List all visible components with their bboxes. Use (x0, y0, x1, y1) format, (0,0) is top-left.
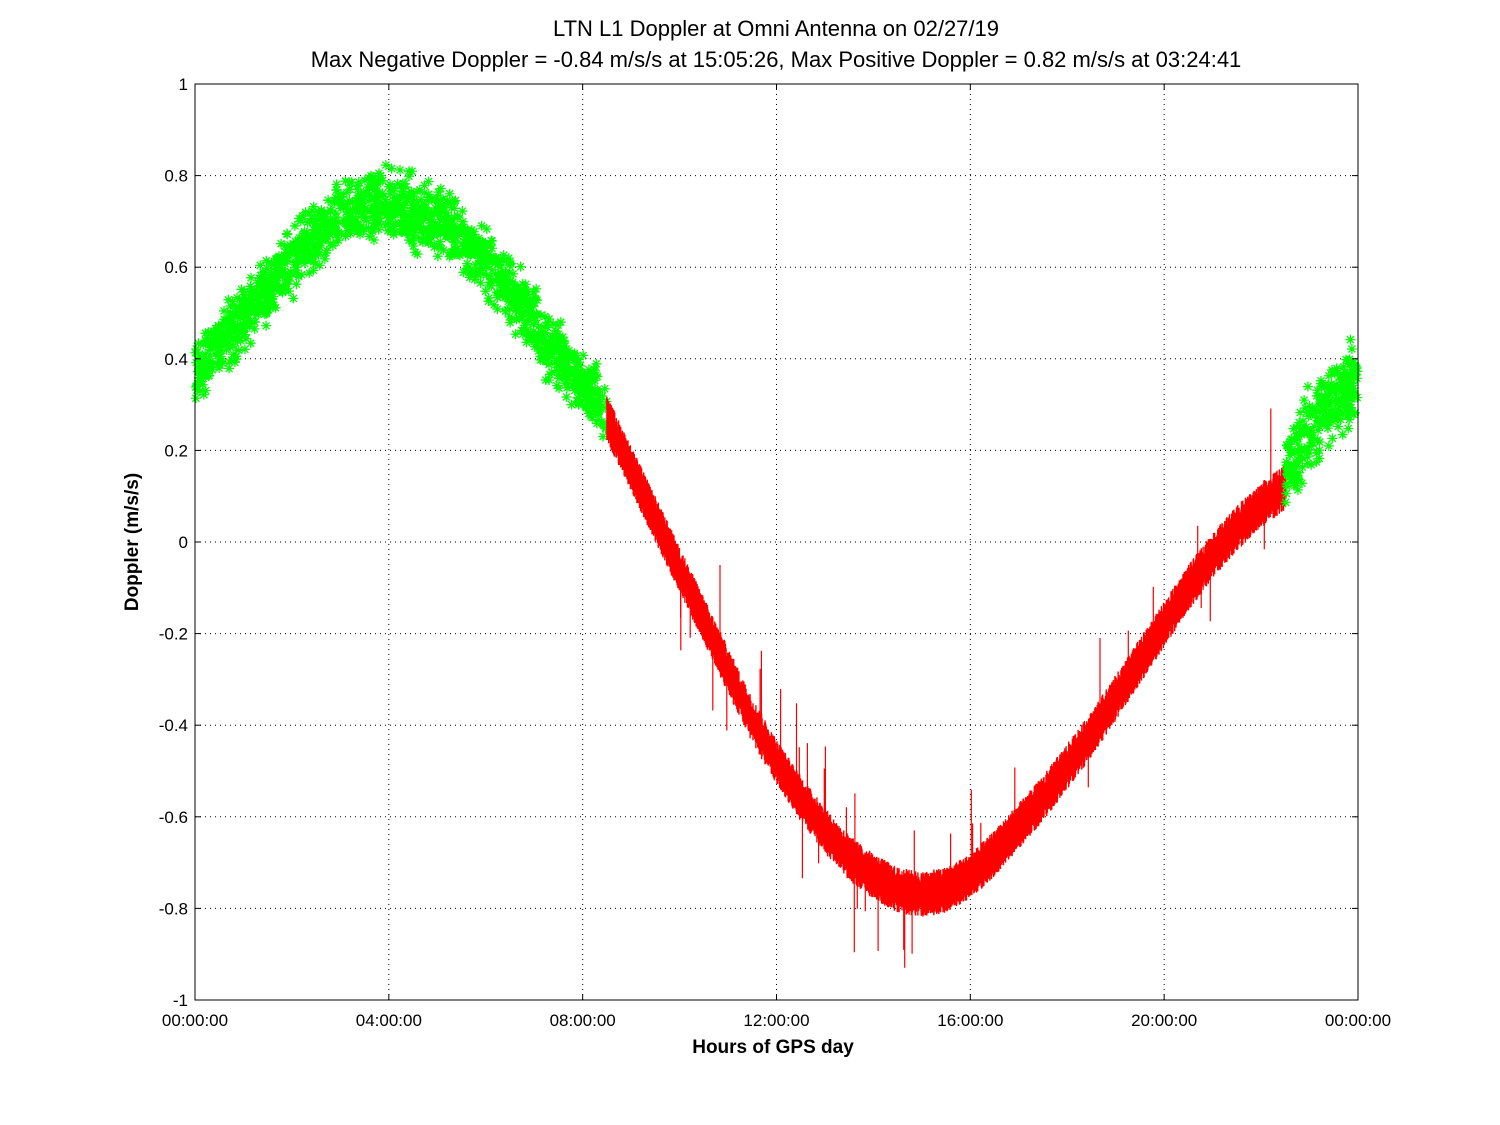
series-spikes (680, 408, 1272, 968)
x-axis-label: Hours of GPS day (692, 1037, 854, 1058)
x-tick-label: 20:00:00 (1131, 1011, 1197, 1030)
x-tick-label: 04:00:00 (356, 1011, 422, 1030)
y-tick-label: 0.6 (164, 258, 188, 277)
x-tick-label: 08:00:00 (550, 1011, 616, 1030)
y-tick-label: 0.2 (164, 441, 188, 460)
x-tick-label: 00:00:00 (1325, 1011, 1391, 1030)
chart-title: LTN L1 Doppler at Omni Antenna on 02/27/… (553, 16, 999, 41)
series-markers (190, 160, 612, 442)
y-tick-label: 0.4 (164, 350, 188, 369)
chart-subtitle: Max Negative Doppler = -0.84 m/s/s at 15… (311, 47, 1242, 72)
y-axis-label: Doppler (m/s/s) (122, 473, 143, 611)
y-tick-label: -1 (173, 991, 188, 1010)
series-band (606, 397, 1286, 917)
y-tick-label: 0 (179, 533, 188, 552)
y-tick-label: -0.8 (159, 899, 188, 918)
y-tick-label: 1 (179, 75, 188, 94)
x-tick-label: 16:00:00 (937, 1011, 1003, 1030)
series-1 (606, 397, 1286, 968)
series-2 (1280, 334, 1363, 508)
y-tick-label: -0.2 (159, 625, 188, 644)
y-tick-label: -0.4 (159, 716, 188, 735)
series-markers (1280, 334, 1363, 508)
x-tick-label: 00:00:00 (162, 1011, 228, 1030)
series-0 (190, 160, 612, 442)
x-tick-label: 12:00:00 (743, 1011, 809, 1030)
y-tick-label: -0.6 (159, 808, 188, 827)
y-tick-label: 0.8 (164, 167, 188, 186)
plot-data (190, 160, 1363, 968)
axis-ticks: 00:00:00 04:00:00 08:00:00 12:00:00 16:00:00… (159, 75, 1391, 1030)
